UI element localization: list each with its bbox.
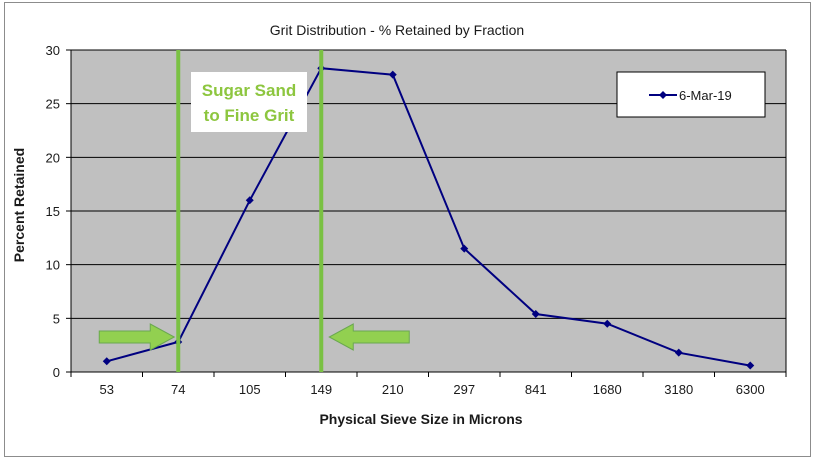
- x-tick-label: 1680: [593, 382, 622, 397]
- x-tick-label: 105: [239, 382, 261, 397]
- arrow-left: [328, 323, 410, 351]
- x-tick-label: 841: [525, 382, 547, 397]
- y-tick-label: 30: [46, 43, 60, 58]
- data-point: [603, 319, 612, 328]
- y-tick-label: 5: [53, 311, 60, 326]
- annotation-line-1: Sugar Sand: [202, 81, 296, 100]
- x-axis-label: Physical Sieve Size in Microns: [319, 411, 522, 427]
- annotation-box: Sugar Sand to Fine Grit: [191, 72, 307, 132]
- data-point: [102, 357, 111, 366]
- data-point: [460, 244, 469, 253]
- x-tick-label: 74: [171, 382, 185, 397]
- range-marker-lines: [176, 50, 324, 372]
- data-point: [531, 310, 540, 319]
- gridlines: [71, 49, 786, 319]
- x-tick-label: 3180: [664, 382, 693, 397]
- y-tick-labels: 0 5 10 15 20 25 30: [46, 43, 60, 380]
- x-tick-label: 210: [382, 382, 404, 397]
- y-tick-label: 15: [46, 204, 60, 219]
- x-tick-label: 6300: [736, 382, 765, 397]
- y-tick-label: 25: [46, 97, 60, 112]
- y-tick-label: 20: [46, 150, 60, 165]
- data-point: [674, 348, 683, 357]
- data-point: [746, 361, 755, 370]
- x-tick-label: 297: [453, 382, 475, 397]
- y-tick-label: 10: [46, 258, 60, 273]
- data-point: [388, 70, 397, 79]
- arrow-right: [98, 323, 176, 351]
- data-point: [245, 196, 254, 205]
- x-tick-label: 53: [100, 382, 114, 397]
- series-line-6-mar-19: [106, 67, 751, 367]
- legend-label: 6-Mar-19: [679, 88, 732, 103]
- y-axis-label: Percent Retained: [11, 148, 27, 262]
- annotation-line-2: to Fine Grit: [204, 106, 295, 125]
- legend-marker: [659, 91, 667, 99]
- chart-title: Grit Distribution - % Retained by Fracti…: [270, 22, 524, 38]
- legend: 6-Mar-19: [616, 71, 766, 118]
- range-arrows: [98, 323, 410, 351]
- x-tick-label: 149: [310, 382, 332, 397]
- axes: [66, 49, 787, 377]
- x-tick-labels: 53 74 105 149 210 297 841 1680 3180 6300: [100, 382, 765, 397]
- y-tick-label: 0: [53, 365, 60, 380]
